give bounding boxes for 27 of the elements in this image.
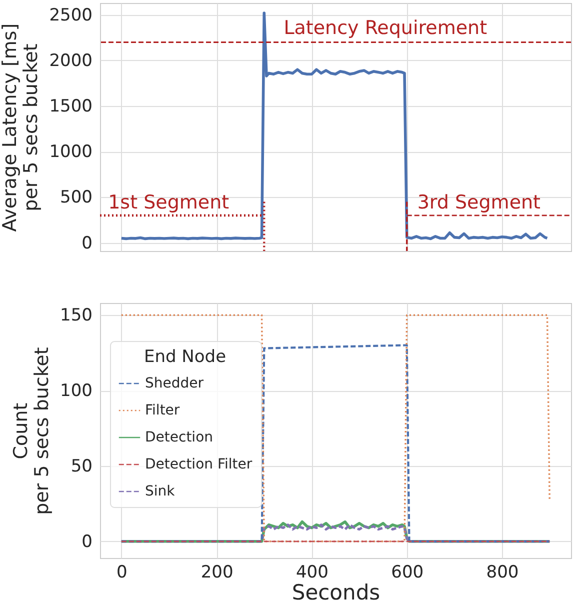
x-tick-label: 0 (116, 562, 128, 582)
y-tick-label: 1500 (49, 96, 92, 117)
ref-line-label: Latency Requirement (284, 17, 488, 40)
legend-label: Sink (145, 484, 176, 500)
y-tick-label: 2500 (49, 5, 92, 26)
y-tick-label: 2000 (49, 50, 92, 71)
x-tick-label: 600 (391, 562, 424, 582)
y-axis-title: Average Latency [ms] per 5 secs bucket (0, 23, 42, 232)
y-tick-label: 50 (70, 456, 92, 476)
annotation: 3rd Segment (417, 192, 540, 214)
x-tick-label: 200 (200, 562, 234, 582)
legend-label: Detection Filter (145, 456, 252, 472)
y-tick-label: 0 (82, 233, 92, 254)
y-tick-label: 0 (82, 532, 92, 552)
y-axis-title: Count per 5 secs bucket (10, 347, 54, 515)
y-tick-label: 150 (60, 306, 92, 326)
x-tick-label: 400 (296, 562, 328, 582)
legend-label: Detection (145, 430, 214, 446)
legend-label: Shedder (145, 376, 204, 392)
y-tick-label: 100 (60, 381, 92, 402)
legend-title: End Node (144, 347, 226, 367)
x-axis-title: Seconds (292, 580, 380, 604)
y-tick-label: 1000 (49, 142, 92, 162)
y-tick-label: 500 (60, 188, 92, 208)
x-tick-label: 800 (486, 562, 519, 582)
legend-label: Filter (145, 402, 180, 418)
annotation: 1st Segment (108, 192, 230, 214)
